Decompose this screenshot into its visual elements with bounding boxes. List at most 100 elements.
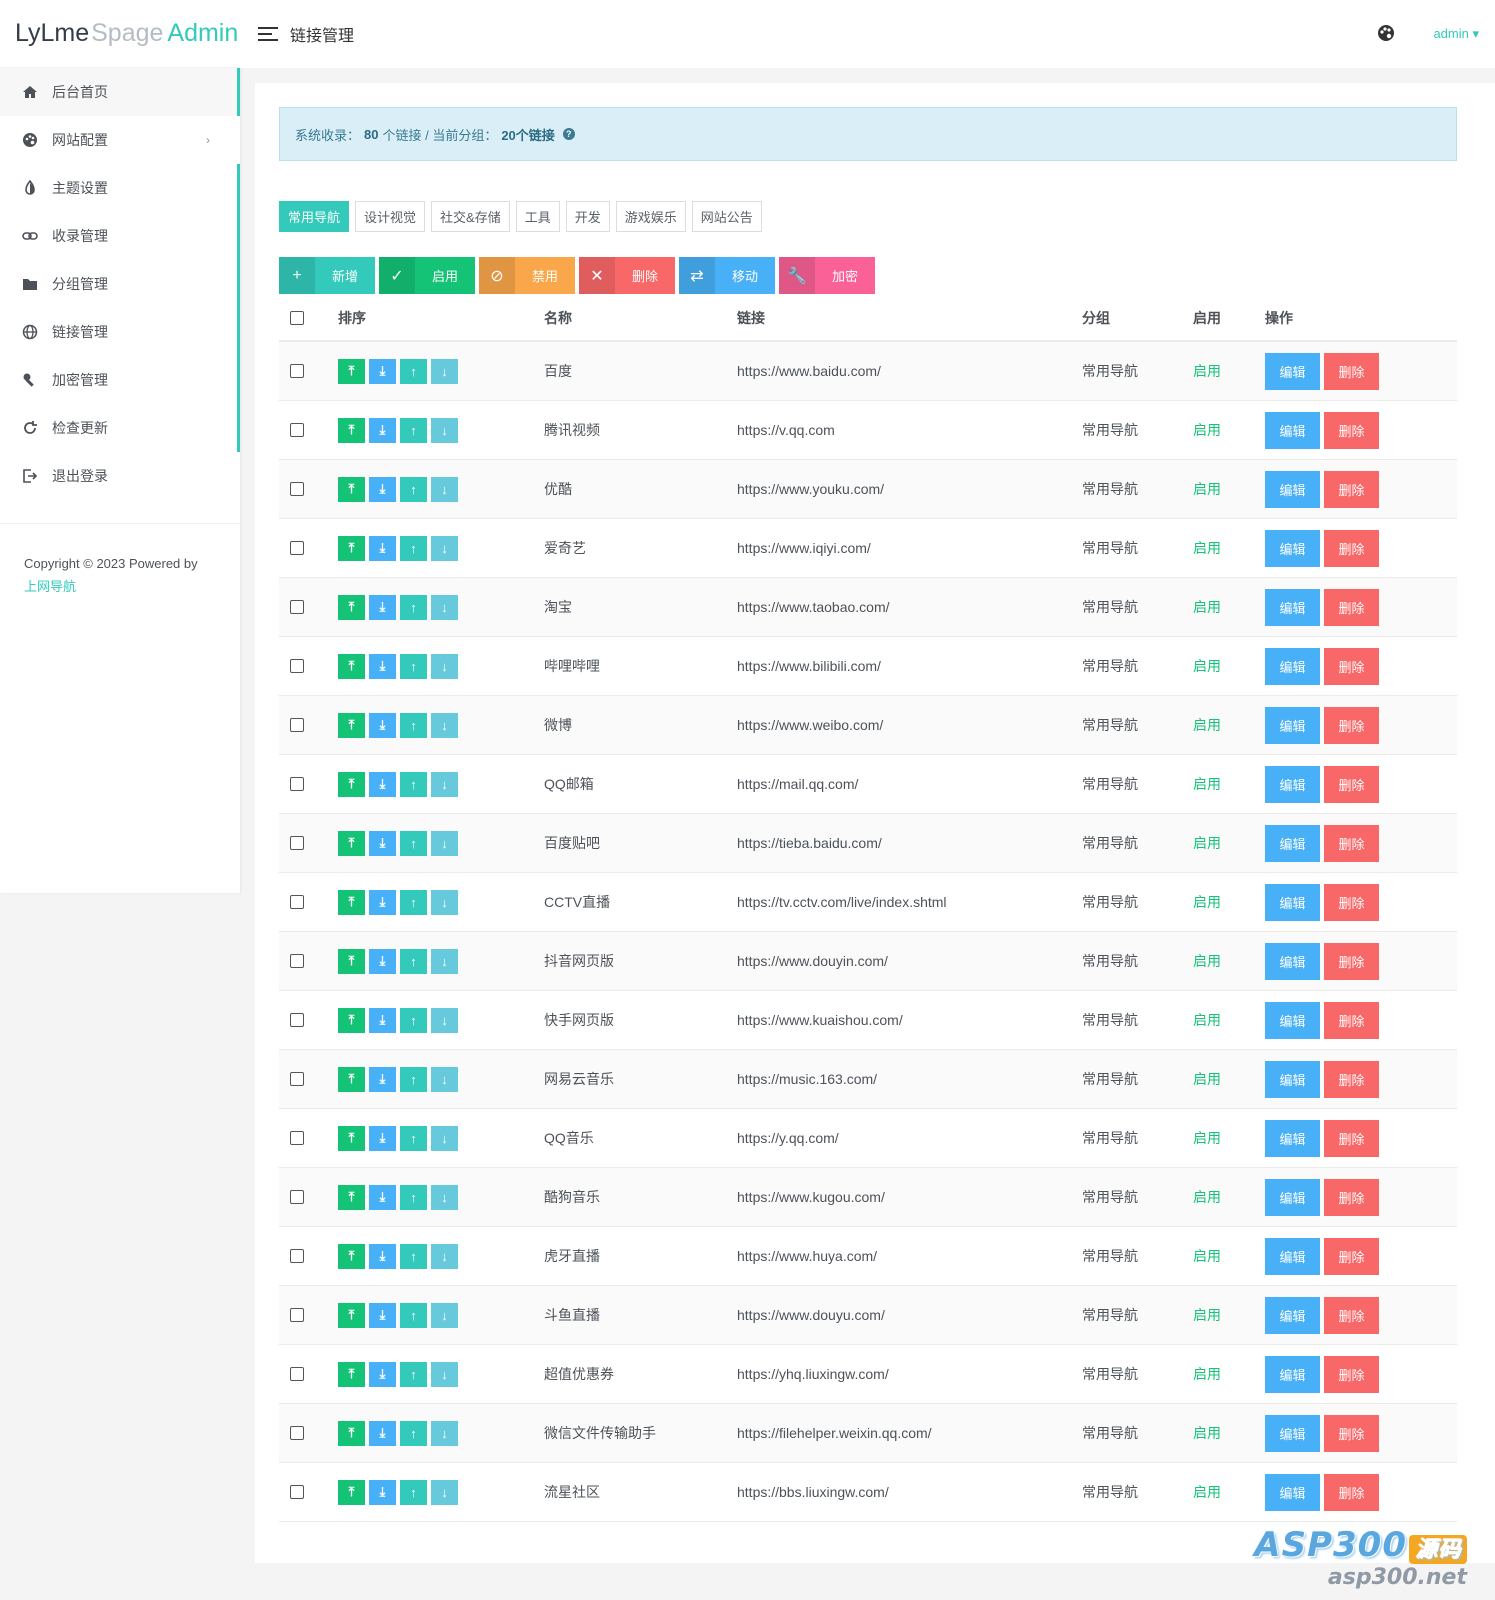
- edit-button[interactable]: 编辑: [1265, 1237, 1320, 1275]
- row-checkbox[interactable]: [290, 423, 304, 437]
- tab-5[interactable]: 游戏娱乐: [615, 201, 686, 232]
- move-top-icon[interactable]: ⤒: [338, 771, 365, 797]
- edit-button[interactable]: 编辑: [1265, 1414, 1320, 1452]
- delete-button[interactable]: 删除: [1324, 1178, 1379, 1216]
- status-badge[interactable]: 启用: [1193, 1484, 1221, 1500]
- status-badge[interactable]: 启用: [1193, 481, 1221, 497]
- toolbar-button-1[interactable]: ✓ 启用: [379, 257, 475, 294]
- move-down-icon[interactable]: ↓: [431, 653, 458, 679]
- menu-toggle-icon[interactable]: [258, 23, 280, 45]
- move-bottom-icon[interactable]: ⤓: [369, 358, 396, 384]
- delete-button[interactable]: 删除: [1324, 529, 1379, 567]
- move-top-icon[interactable]: ⤒: [338, 1007, 365, 1033]
- move-top-icon[interactable]: ⤒: [338, 830, 365, 856]
- status-badge[interactable]: 启用: [1193, 1012, 1221, 1028]
- move-top-icon[interactable]: ⤒: [338, 1066, 365, 1092]
- move-bottom-icon[interactable]: ⤓: [369, 653, 396, 679]
- delete-button[interactable]: 删除: [1324, 706, 1379, 744]
- edit-button[interactable]: 编辑: [1265, 1119, 1320, 1157]
- move-bottom-icon[interactable]: ⤓: [369, 1007, 396, 1033]
- status-badge[interactable]: 启用: [1193, 363, 1221, 379]
- move-up-icon[interactable]: ↑: [400, 830, 427, 856]
- select-all-checkbox[interactable]: [290, 311, 304, 325]
- delete-button[interactable]: 删除: [1324, 1355, 1379, 1393]
- row-checkbox[interactable]: [290, 1485, 304, 1499]
- edit-button[interactable]: 编辑: [1265, 1001, 1320, 1039]
- tab-2[interactable]: 社交&存储: [431, 201, 510, 232]
- move-down-icon[interactable]: ↓: [431, 1420, 458, 1446]
- move-down-icon[interactable]: ↓: [431, 535, 458, 561]
- move-bottom-icon[interactable]: ⤓: [369, 417, 396, 443]
- row-checkbox[interactable]: [290, 541, 304, 555]
- status-badge[interactable]: 启用: [1193, 1366, 1221, 1382]
- row-checkbox[interactable]: [290, 1426, 304, 1440]
- row-checkbox[interactable]: [290, 659, 304, 673]
- edit-button[interactable]: 编辑: [1265, 588, 1320, 626]
- move-up-icon[interactable]: ↑: [400, 1302, 427, 1328]
- status-badge[interactable]: 启用: [1193, 835, 1221, 851]
- move-up-icon[interactable]: ↑: [400, 1479, 427, 1505]
- move-top-icon[interactable]: ⤒: [338, 1243, 365, 1269]
- row-checkbox[interactable]: [290, 1367, 304, 1381]
- delete-button[interactable]: 删除: [1324, 588, 1379, 626]
- move-bottom-icon[interactable]: ⤓: [369, 771, 396, 797]
- move-bottom-icon[interactable]: ⤓: [369, 1125, 396, 1151]
- edit-button[interactable]: 编辑: [1265, 529, 1320, 567]
- move-up-icon[interactable]: ↑: [400, 1125, 427, 1151]
- move-bottom-icon[interactable]: ⤓: [369, 830, 396, 856]
- move-up-icon[interactable]: ↑: [400, 1420, 427, 1446]
- move-top-icon[interactable]: ⤒: [338, 358, 365, 384]
- move-top-icon[interactable]: ⤒: [338, 417, 365, 443]
- row-checkbox[interactable]: [290, 1131, 304, 1145]
- move-up-icon[interactable]: ↑: [400, 535, 427, 561]
- toolbar-button-5[interactable]: 🔧 加密: [779, 257, 875, 294]
- delete-button[interactable]: 删除: [1324, 1060, 1379, 1098]
- move-down-icon[interactable]: ↓: [431, 594, 458, 620]
- status-badge[interactable]: 启用: [1193, 1130, 1221, 1146]
- edit-button[interactable]: 编辑: [1265, 765, 1320, 803]
- status-badge[interactable]: 启用: [1193, 1189, 1221, 1205]
- status-badge[interactable]: 启用: [1193, 1248, 1221, 1264]
- sidebar-item-5[interactable]: 链接管理: [0, 308, 240, 356]
- status-badge[interactable]: 启用: [1193, 422, 1221, 438]
- move-bottom-icon[interactable]: ⤓: [369, 1243, 396, 1269]
- move-down-icon[interactable]: ↓: [431, 948, 458, 974]
- move-down-icon[interactable]: ↓: [431, 1125, 458, 1151]
- sidebar-item-1[interactable]: 网站配置 ›: [0, 116, 240, 164]
- move-up-icon[interactable]: ↑: [400, 889, 427, 915]
- delete-button[interactable]: 删除: [1324, 1237, 1379, 1275]
- status-badge[interactable]: 启用: [1193, 1425, 1221, 1441]
- row-checkbox[interactable]: [290, 954, 304, 968]
- move-up-icon[interactable]: ↑: [400, 1243, 427, 1269]
- move-up-icon[interactable]: ↑: [400, 653, 427, 679]
- move-up-icon[interactable]: ↑: [400, 771, 427, 797]
- move-up-icon[interactable]: ↑: [400, 712, 427, 738]
- row-checkbox[interactable]: [290, 777, 304, 791]
- move-down-icon[interactable]: ↓: [431, 417, 458, 443]
- status-badge[interactable]: 启用: [1193, 1307, 1221, 1323]
- row-checkbox[interactable]: [290, 1013, 304, 1027]
- move-down-icon[interactable]: ↓: [431, 1302, 458, 1328]
- row-checkbox[interactable]: [290, 1308, 304, 1322]
- footer-link[interactable]: 上网导航: [24, 579, 77, 594]
- edit-button[interactable]: 编辑: [1265, 647, 1320, 685]
- edit-button[interactable]: 编辑: [1265, 1355, 1320, 1393]
- toolbar-button-4[interactable]: ⇄ 移动: [679, 257, 775, 294]
- sidebar-item-7[interactable]: 检查更新: [0, 404, 240, 452]
- move-top-icon[interactable]: ⤒: [338, 535, 365, 561]
- move-down-icon[interactable]: ↓: [431, 889, 458, 915]
- edit-button[interactable]: 编辑: [1265, 1060, 1320, 1098]
- sidebar-item-2[interactable]: 主题设置: [0, 164, 240, 212]
- sidebar-item-3[interactable]: 收录管理: [0, 212, 240, 260]
- row-checkbox[interactable]: [290, 895, 304, 909]
- move-up-icon[interactable]: ↑: [400, 358, 427, 384]
- move-bottom-icon[interactable]: ⤓: [369, 1184, 396, 1210]
- move-up-icon[interactable]: ↑: [400, 1184, 427, 1210]
- row-checkbox[interactable]: [290, 1249, 304, 1263]
- row-checkbox[interactable]: [290, 718, 304, 732]
- move-down-icon[interactable]: ↓: [431, 830, 458, 856]
- sidebar-item-6[interactable]: 加密管理: [0, 356, 240, 404]
- row-checkbox[interactable]: [290, 1190, 304, 1204]
- move-up-icon[interactable]: ↑: [400, 594, 427, 620]
- move-up-icon[interactable]: ↑: [400, 1066, 427, 1092]
